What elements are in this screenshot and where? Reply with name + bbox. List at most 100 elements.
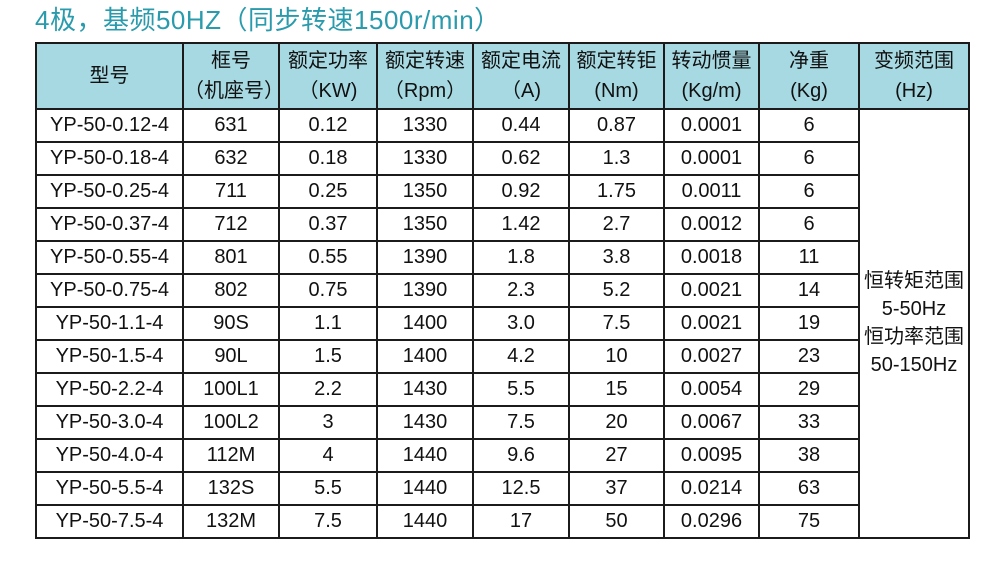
freq-range-line: 恒转矩范围 <box>864 270 964 293</box>
cell-speed: 1390 <box>376 272 474 308</box>
cell-weight: 63 <box>758 470 860 506</box>
cell-speed: 1440 <box>376 503 474 539</box>
header-row: 型号 框号 （机座号） 额定功率 （KW) 额定转速 （Rpm） 额定电流 （A… <box>35 41 970 110</box>
cell-model: YP-50-5.5-4 <box>35 470 184 506</box>
cell-speed: 1440 <box>376 470 474 506</box>
cell-model: YP-50-3.0-4 <box>35 404 184 440</box>
table-row: YP-50-0.75-4 802 0.75 1390 2.3 5.2 0.0021 14 <box>35 272 969 308</box>
table-row: YP-50-0.55-4 801 0.55 1390 1.8 3.8 0.0018 11 <box>35 239 969 275</box>
col-header-torque: 额定转钜 (Nm) <box>568 41 665 110</box>
col-header-unit: (Hz) <box>895 79 933 102</box>
cell-inertia: 0.0054 <box>663 371 760 407</box>
col-header-label: 转动惯量 <box>671 49 752 72</box>
cell-frame: 631 <box>182 107 280 143</box>
cell-weight: 6 <box>758 173 860 209</box>
cell-torque: 1.3 <box>568 140 665 176</box>
cell-power: 0.18 <box>278 140 378 176</box>
cell-frame: 632 <box>182 140 280 176</box>
cell-speed: 1330 <box>376 140 474 176</box>
cell-torque: 27 <box>568 437 665 473</box>
col-header-unit: （A) <box>501 79 541 102</box>
cell-current: 1.42 <box>472 206 570 242</box>
cell-inertia: 0.0296 <box>663 503 760 539</box>
cell-speed: 1350 <box>376 173 474 209</box>
cell-model: YP-50-7.5-4 <box>35 503 184 539</box>
col-header-label: 额定转速 <box>385 49 465 72</box>
cell-model: YP-50-0.75-4 <box>35 272 184 308</box>
col-header-frame: 框号 （机座号） <box>182 41 280 110</box>
cell-model: YP-50-2.2-4 <box>35 371 184 407</box>
cell-model: YP-50-4.0-4 <box>35 437 184 473</box>
col-header-label: 变频范围 <box>874 49 954 72</box>
cell-inertia: 0.0067 <box>663 404 760 440</box>
motor-spec-table: 型号 框号 （机座号） 额定功率 （KW) 额定转速 （Rpm） 额定电流 （A… <box>35 41 970 539</box>
cell-power: 0.25 <box>278 173 378 209</box>
cell-current: 5.5 <box>472 371 570 407</box>
cell-inertia: 0.0018 <box>663 239 760 275</box>
cell-current: 12.5 <box>472 470 570 506</box>
cell-weight: 23 <box>758 338 860 374</box>
cell-weight: 29 <box>758 371 860 407</box>
table-row: YP-50-3.0-4 100L2 3 1430 7.5 20 0.0067 33 <box>35 404 969 440</box>
cell-model: YP-50-0.37-4 <box>35 206 184 242</box>
cell-weight: 38 <box>758 437 860 473</box>
cell-frame: 801 <box>182 239 280 275</box>
cell-frame: 90S <box>182 305 280 341</box>
cell-speed: 1430 <box>376 371 474 407</box>
col-header-unit: （机座号） <box>184 79 279 102</box>
cell-inertia: 0.0011 <box>663 173 760 209</box>
cell-frame: 100L2 <box>182 404 280 440</box>
cell-power: 1.5 <box>278 338 378 374</box>
cell-current: 7.5 <box>472 404 570 440</box>
cell-inertia: 0.0214 <box>663 470 760 506</box>
cell-power: 4 <box>278 437 378 473</box>
cell-power: 3 <box>278 404 378 440</box>
cell-torque: 5.2 <box>568 272 665 308</box>
cell-current: 0.92 <box>472 173 570 209</box>
cell-frame: 712 <box>182 206 280 242</box>
cell-weight: 14 <box>758 272 860 308</box>
cell-inertia: 0.0001 <box>663 140 760 176</box>
cell-torque: 1.75 <box>568 173 665 209</box>
cell-power: 0.37 <box>278 206 378 242</box>
col-header-unit: （Rpm） <box>383 79 467 102</box>
cell-torque: 50 <box>568 503 665 539</box>
col-header-label: 额定转钜 <box>576 49 657 72</box>
cell-power: 0.55 <box>278 239 378 275</box>
cell-torque: 3.8 <box>568 239 665 275</box>
cell-current: 9.6 <box>472 437 570 473</box>
col-header-weight: 净重 (Kg) <box>758 41 860 110</box>
cell-power: 1.1 <box>278 305 378 341</box>
col-header-power: 额定功率 （KW) <box>278 41 378 110</box>
table-row: YP-50-1.5-4 90L 1.5 1400 4.2 10 0.0027 23 <box>35 338 969 374</box>
table-row: YP-50-0.12-4 631 0.12 1330 0.44 0.87 0.0001 6 恒转… <box>35 107 970 539</box>
cell-frame: 112M <box>182 437 280 473</box>
cell-power: 0.75 <box>278 272 378 308</box>
cell-torque: 10 <box>568 338 665 374</box>
cell-inertia: 0.0012 <box>663 206 760 242</box>
freq-range-line: 5-50Hz <box>881 298 947 321</box>
col-header-unit: (Kg/m) <box>681 79 742 102</box>
col-header-label: 型号 <box>89 64 130 87</box>
cell-weight: 33 <box>758 404 860 440</box>
cell-model: YP-50-0.55-4 <box>35 239 184 275</box>
col-header-label: 净重 <box>789 49 829 72</box>
cell-current: 0.44 <box>472 107 570 143</box>
cell-current: 3.0 <box>472 305 570 341</box>
col-header-freq-range: 变频范围 (Hz) <box>858 41 970 110</box>
table-row: YP-50-2.2-4 100L1 2.2 1430 5.5 15 0.0054 29 <box>35 371 969 407</box>
col-header-label: 框号 <box>211 49 251 72</box>
cell-speed: 1350 <box>376 206 474 242</box>
cell-power: 5.5 <box>278 470 378 506</box>
cell-torque: 37 <box>568 470 665 506</box>
cell-current: 17 <box>472 503 570 539</box>
cell-inertia: 0.0021 <box>663 272 760 308</box>
page-title: 4极，基频50HZ（同步转速1500r/min） <box>35 5 501 35</box>
cell-inertia: 0.0001 <box>663 107 760 143</box>
cell-weight: 6 <box>758 107 860 143</box>
table-row: YP-50-0.25-4 711 0.25 1350 0.92 1.75 0.0011 6 <box>35 173 969 209</box>
cell-freq-range-merged: 恒转矩范围 5-50Hz 恒功率范围 50-150Hz <box>858 107 970 539</box>
cell-speed: 1330 <box>376 107 474 143</box>
table-row: YP-50-7.5-4 132M 7.5 1440 17 50 0.0296 75 <box>35 503 969 539</box>
table-row: YP-50-5.5-4 132S 5.5 1440 12.5 37 0.0214 63 <box>35 470 969 506</box>
